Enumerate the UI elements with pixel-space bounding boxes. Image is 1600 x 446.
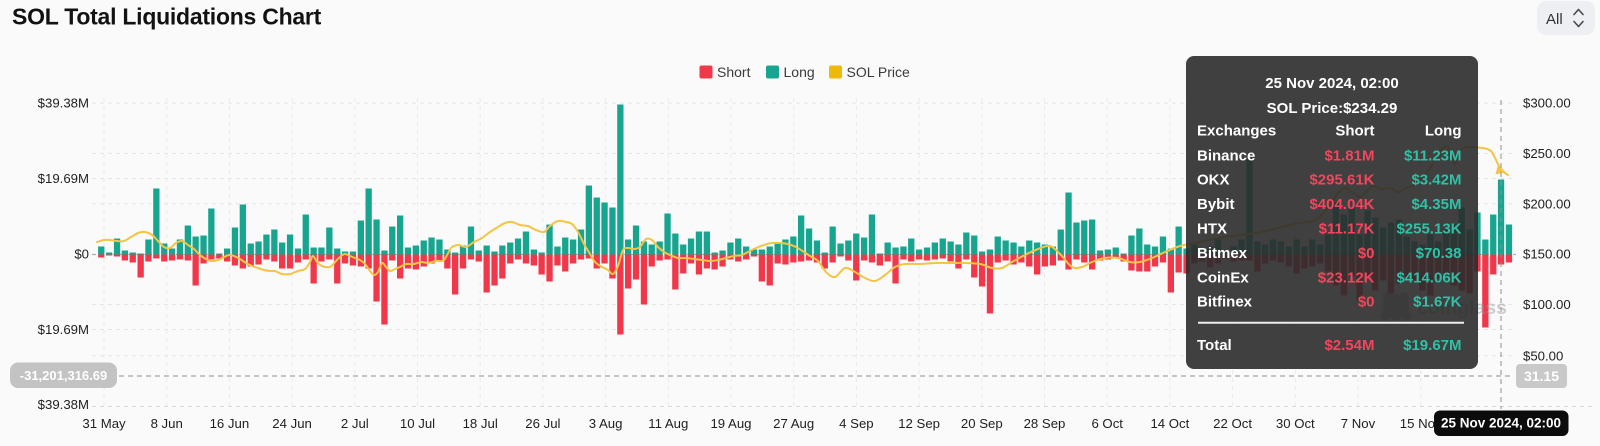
svg-text:31.15: 31.15 <box>1524 368 1559 384</box>
svg-text:$19.67M: $19.67M <box>1403 337 1461 354</box>
svg-text:$150.00: $150.00 <box>1523 247 1571 262</box>
svg-text:$39.38M: $39.38M <box>38 397 89 412</box>
svg-text:Bitmex: Bitmex <box>1197 245 1248 262</box>
svg-text:27 Aug: 27 Aug <box>773 416 814 431</box>
svg-text:CoinEx: CoinEx <box>1197 269 1249 286</box>
svg-text:25 Nov 2024, 02:00: 25 Nov 2024, 02:00 <box>1441 416 1561 431</box>
svg-text:$255.13K: $255.13K <box>1396 221 1461 238</box>
svg-text:SOL Price: SOL Price <box>847 64 910 80</box>
svg-text:Bitfinex: Bitfinex <box>1197 294 1253 311</box>
svg-text:Binance: Binance <box>1197 147 1255 164</box>
svg-text:7 Nov: 7 Nov <box>1341 416 1376 431</box>
svg-text:$39.38M: $39.38M <box>38 96 89 111</box>
svg-text:Long: Long <box>784 64 815 80</box>
svg-text:$404.04K: $404.04K <box>1309 196 1374 213</box>
svg-text:$19.69M: $19.69M <box>38 171 89 186</box>
svg-text:14 Oct: 14 Oct <box>1150 416 1189 431</box>
svg-text:HTX: HTX <box>1197 221 1227 238</box>
svg-text:$250.00: $250.00 <box>1523 146 1571 161</box>
svg-text:$1.81M: $1.81M <box>1324 147 1374 164</box>
svg-text:30 Oct: 30 Oct <box>1276 416 1315 431</box>
svg-text:$1.67K: $1.67K <box>1413 294 1462 311</box>
svg-text:$23.12K: $23.12K <box>1318 269 1375 286</box>
svg-text:28 Sep: 28 Sep <box>1024 416 1066 431</box>
svg-text:$100.00: $100.00 <box>1523 297 1571 312</box>
svg-text:$0: $0 <box>1358 294 1375 311</box>
svg-text:31 May: 31 May <box>82 416 126 431</box>
svg-text:Short: Short <box>717 64 751 80</box>
svg-text:$11.23M: $11.23M <box>1404 147 1462 164</box>
svg-text:Exchanges: Exchanges <box>1197 123 1276 140</box>
svg-text:$3.42M: $3.42M <box>1411 172 1461 189</box>
svg-text:8 Jun: 8 Jun <box>151 416 183 431</box>
svg-text:6 Oct: 6 Oct <box>1091 416 1123 431</box>
svg-text:$11.17K: $11.17K <box>1319 221 1375 238</box>
svg-text:4 Sep: 4 Sep <box>839 416 873 431</box>
svg-text:15 Nov: 15 Nov <box>1400 416 1442 431</box>
svg-text:-31,201,316.69: -31,201,316.69 <box>20 368 107 383</box>
svg-text:$4.35M: $4.35M <box>1411 196 1461 213</box>
svg-text:10 Jul: 10 Jul <box>400 416 435 431</box>
svg-text:$414.06K: $414.06K <box>1396 269 1461 286</box>
svg-text:19 Aug: 19 Aug <box>710 416 751 431</box>
svg-text:SOL Total Liquidations Chart: SOL Total Liquidations Chart <box>12 4 322 30</box>
svg-text:$50.00: $50.00 <box>1523 348 1563 363</box>
svg-text:16 Jun: 16 Jun <box>210 416 250 431</box>
svg-text:Long: Long <box>1425 123 1462 140</box>
svg-text:18 Jul: 18 Jul <box>463 416 498 431</box>
svg-text:$0: $0 <box>1358 245 1375 262</box>
svg-text:Short: Short <box>1335 123 1374 140</box>
svg-text:12 Sep: 12 Sep <box>898 416 940 431</box>
svg-text:$70.38: $70.38 <box>1416 245 1462 262</box>
svg-text:2 Jul: 2 Jul <box>341 416 369 431</box>
svg-text:OKX: OKX <box>1197 172 1230 189</box>
svg-text:3 Aug: 3 Aug <box>589 416 623 431</box>
svg-text:Total: Total <box>1197 337 1232 354</box>
svg-text:24 Jun: 24 Jun <box>272 416 312 431</box>
svg-text:11 Aug: 11 Aug <box>648 416 688 431</box>
svg-text:$295.61K: $295.61K <box>1309 172 1374 189</box>
svg-text:$0: $0 <box>74 247 89 262</box>
svg-text:25 Nov 2024, 02:00: 25 Nov 2024, 02:00 <box>1265 75 1398 92</box>
svg-text:Bybit: Bybit <box>1197 196 1235 213</box>
svg-text:26 Jul: 26 Jul <box>525 416 560 431</box>
svg-text:$300.00: $300.00 <box>1523 96 1571 111</box>
svg-text:$19.69M: $19.69M <box>38 322 89 337</box>
svg-text:SOL Price:$234.29: SOL Price:$234.29 <box>1267 100 1398 117</box>
svg-text:$2.54M: $2.54M <box>1324 337 1374 354</box>
svg-text:All: All <box>1546 11 1563 28</box>
svg-text:$200.00: $200.00 <box>1523 196 1571 211</box>
svg-text:20 Sep: 20 Sep <box>961 416 1003 431</box>
svg-text:22 Oct: 22 Oct <box>1213 416 1252 431</box>
